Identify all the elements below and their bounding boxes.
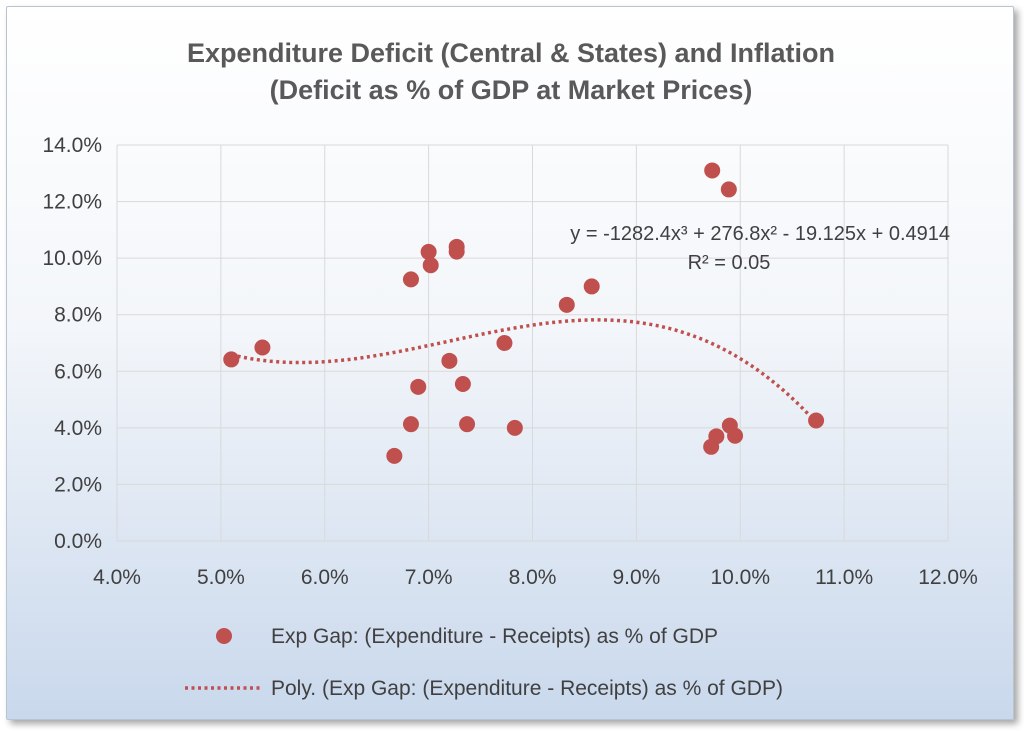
trendline-layer	[230, 318, 818, 424]
x-tick-label: 9.0%	[612, 566, 660, 589]
x-tick-label: 7.0%	[405, 566, 453, 589]
scatter-chart: Expenditure Deficit (Central & States) a…	[42, 38, 977, 700]
y-tick-label: 8.0%	[54, 304, 102, 327]
x-tick-label: 11.0%	[815, 566, 873, 589]
y-tick-label: 0.0%	[54, 530, 102, 553]
data-point	[223, 351, 240, 368]
data-point	[704, 162, 721, 179]
legend-label-trendline: Poly. (Exp Gap: (Expenditure - Receipts)…	[271, 677, 783, 700]
data-point	[496, 335, 513, 351]
data-point	[454, 376, 471, 393]
x-tick-label: 8.0%	[509, 566, 557, 589]
data-point	[402, 271, 419, 288]
data-point	[583, 278, 600, 295]
data-point	[422, 257, 439, 274]
data-point	[720, 181, 737, 198]
y-tick-label: 14.0%	[42, 134, 102, 157]
x-tick-label: 5.0%	[197, 566, 245, 589]
y-tick-label: 2.0%	[54, 473, 102, 496]
data-point	[808, 412, 825, 429]
y-tick-label: 12.0%	[42, 191, 102, 214]
data-point	[448, 243, 465, 260]
data-point	[727, 427, 744, 444]
y-tick-label: 4.0%	[54, 417, 102, 440]
data-point	[506, 419, 523, 436]
trendline-equation: y = -1282.4x³ + 276.8x² - 19.125x + 0.49…	[570, 223, 950, 245]
axes: 4.0% 5.0% 6.0% 7.0% 8.0% 9.0% 10.0% 11.0% 12.0% 0…	[42, 134, 977, 589]
chart-title-line-2: (Deficit as % of GDP at Market Prices)	[270, 75, 753, 105]
x-tick-label: 6.0%	[301, 566, 349, 589]
data-point	[459, 416, 476, 433]
data-point	[410, 378, 427, 395]
polynomial-trendline	[230, 318, 818, 424]
chart-frame: Expenditure Deficit (Central & States) a…	[6, 6, 1014, 720]
data-point	[402, 416, 419, 433]
chart-title-line-1: Expenditure Deficit (Central & States) a…	[187, 38, 835, 68]
x-tick-label: 4.0%	[93, 566, 141, 589]
data-point	[420, 243, 437, 260]
x-tick-label: 10.0%	[710, 566, 770, 589]
gridlines	[116, 144, 949, 542]
data-point	[441, 352, 458, 369]
legend-marker-points	[216, 628, 232, 644]
legend: Exp Gap: (Expenditure - Receipts) as % o…	[185, 625, 783, 700]
x-tick-label: 12.0%	[918, 566, 978, 589]
data-point	[708, 428, 725, 445]
legend-label-points: Exp Gap: (Expenditure - Receipts) as % o…	[271, 625, 718, 648]
data-point	[254, 339, 271, 356]
trendline-r-squared: R² = 0.05	[688, 252, 771, 274]
data-point	[386, 447, 403, 464]
y-tick-label: 10.0%	[42, 247, 102, 270]
data-point	[558, 296, 575, 313]
data-points	[223, 162, 825, 464]
y-tick-label: 6.0%	[54, 360, 102, 383]
